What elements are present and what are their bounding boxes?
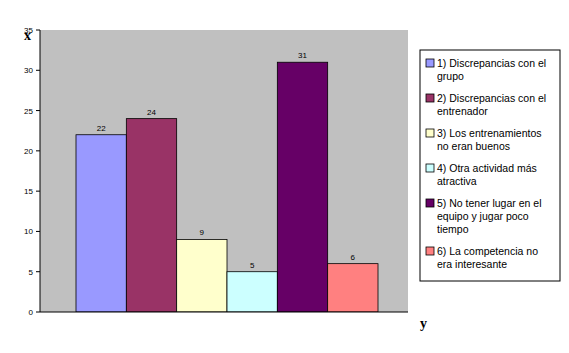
y-tick-label: 25 [24,107,33,116]
data-label: 24 [147,108,156,117]
legend-swatch [426,247,434,255]
y-tick-label: 30 [24,66,33,75]
data-label: 5 [250,261,255,270]
bar [227,272,277,312]
x-axis [40,312,408,313]
legend-label: 5) No tener lugar en elequipo y jugar po… [437,197,541,235]
legend-swatch [426,199,434,207]
bar [76,135,126,312]
data-labels: 22 24 9 5 31 6 [97,51,356,269]
legend-label: 6) La competencia noera interesante [437,245,538,270]
legend-swatch [426,164,434,172]
x-axis-label: y [420,316,427,331]
y-tick-label: 5 [29,268,34,277]
y-axis-label: x [24,28,31,43]
legend-swatch [426,59,434,67]
y-tick [36,271,40,272]
y-tick-label: 10 [24,227,33,236]
legend-label: 4) Otra actividad másatractiva [437,162,537,187]
y-tick-label: 0 [29,308,34,317]
data-label: 22 [97,124,106,133]
bar [328,264,378,312]
y-tick [36,150,40,151]
y-tick [36,312,40,313]
legend-box [420,50,560,281]
legend: 1) Discrepancias con elgrupo 2) Discrepan… [420,50,560,281]
y-tick-label: 15 [24,187,33,196]
chart: 22249531605101520253035xy1) Discrepancia… [0,0,569,353]
bar [277,62,327,312]
legend-swatch [426,94,434,102]
y-tick-label: 20 [24,147,33,156]
bar [126,119,176,312]
legend-label: 3) Los entrenamientosno eran buenos [437,127,541,152]
data-label: 31 [298,51,307,60]
legend-label: 1) Discrepancias con elgrupo [437,57,546,82]
y-tick [36,191,40,192]
y-tick [36,231,40,232]
bars [76,62,378,312]
legend-label: 2) Discrepancias con elentrenador [437,92,546,117]
bar [177,239,227,312]
y-tick [36,30,40,31]
legend-swatch [426,129,434,137]
y-tick [36,110,40,111]
background [0,0,569,353]
plot-area [40,30,408,312]
data-label: 9 [200,228,205,237]
y-tick [36,70,40,71]
data-label: 6 [351,253,356,262]
y-axis [40,30,41,312]
